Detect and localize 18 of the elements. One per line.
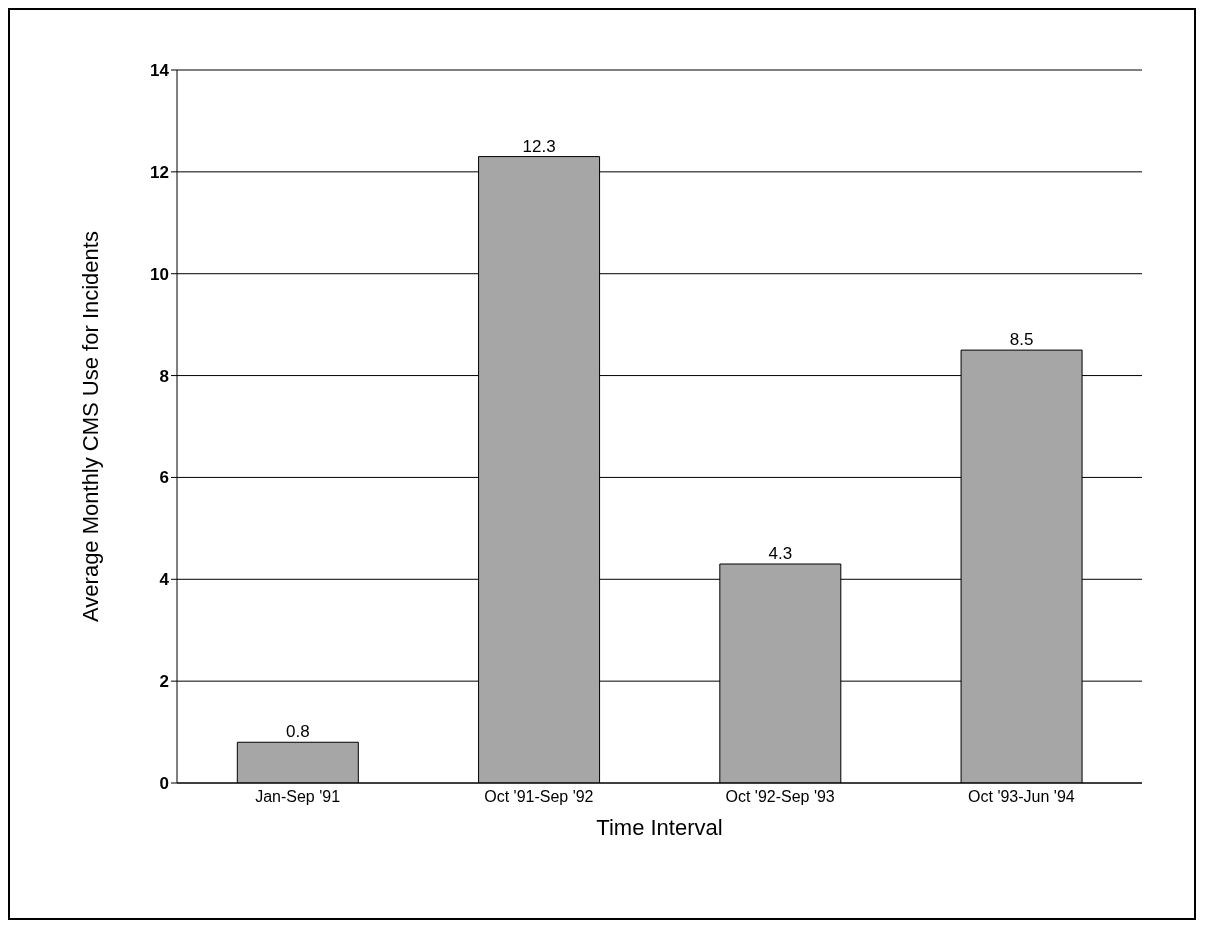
y-tick-label: 2: [159, 672, 169, 692]
data-label: 0.8: [285, 722, 310, 742]
y-tick-label: 8: [159, 366, 169, 386]
y-axis-title: Average Monthly CMS Use for Incidents: [77, 231, 103, 622]
y-tick-label: 0: [159, 774, 169, 794]
x-tick-label: Oct '93-Jun '94: [968, 788, 1075, 806]
data-label: 12.3: [522, 136, 556, 156]
y-tick-label: 10: [150, 264, 169, 284]
data-label: 8.5: [1009, 330, 1034, 350]
y-tick-label: 14: [150, 61, 170, 81]
data-label: 4.3: [768, 544, 793, 564]
y-tick-label: 12: [150, 162, 169, 182]
y-tick-label: 6: [159, 468, 169, 488]
x-tick-label: Jan-Sep '91: [255, 788, 341, 806]
x-tick-label: Oct '91-Sep '92: [484, 788, 594, 806]
x-axis-title: Time Interval: [596, 815, 723, 840]
x-tick-label: Oct '92-Sep '93: [725, 788, 835, 806]
y-tick-label: 4: [159, 570, 170, 590]
